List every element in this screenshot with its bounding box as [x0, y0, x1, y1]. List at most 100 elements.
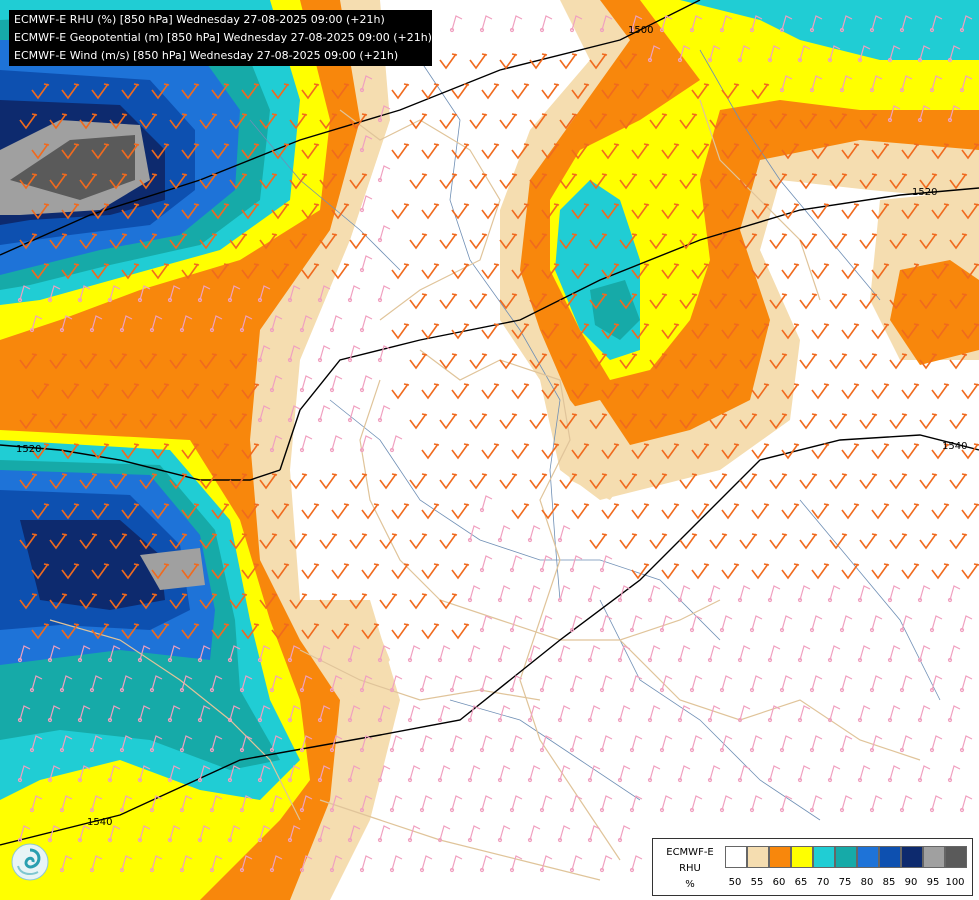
wind-barb-strong [589, 353, 608, 370]
wind-barb-station [317, 657, 323, 663]
wind-barb-weak [361, 135, 373, 151]
wind-barb-strong [91, 563, 110, 580]
wind-barb-strong [19, 473, 38, 490]
wind-barb-station [497, 537, 503, 543]
wind-barb-station [359, 267, 365, 273]
wind-barb-strong [871, 143, 890, 160]
wind-barb-strong [61, 563, 80, 580]
wind-barb-strong [361, 623, 380, 640]
wind-barb-station [107, 777, 113, 783]
wind-barb-strong [19, 413, 38, 430]
wind-barb-strong [469, 473, 488, 490]
wind-barb-strong [529, 173, 548, 190]
wind-barb-station [299, 447, 305, 453]
wind-barb-strong [859, 173, 878, 190]
wind-barb-strong [511, 443, 530, 460]
wind-barb-strong [229, 413, 248, 430]
wind-barb-weak [49, 705, 61, 721]
wind-barb-weak [601, 735, 613, 751]
wind-barb-strong [889, 413, 908, 430]
wind-barb-station [617, 837, 623, 843]
wind-barb-strong [571, 143, 590, 160]
wind-barb-strong [601, 143, 620, 160]
wind-barb-strong [91, 263, 110, 280]
wind-barb-weak [289, 405, 301, 421]
wind-barb-station [947, 117, 953, 123]
wind-barb-station [779, 87, 785, 93]
wind-barb-strong [931, 443, 950, 460]
wind-barb-strong [691, 83, 710, 100]
wind-barb-weak [229, 285, 241, 301]
wind-barb-station [179, 747, 185, 753]
legend-tick-label: 100 [945, 877, 965, 888]
wind-barb-strong [709, 413, 728, 430]
wind-barb-strong [781, 443, 800, 460]
wind-barb-weak [829, 765, 841, 781]
wind-barb-strong [541, 383, 560, 400]
wind-barb-weak [271, 435, 283, 451]
wind-barb-strong [559, 113, 578, 130]
wind-barb-weak [499, 525, 511, 541]
wind-barb-strong [649, 113, 668, 130]
wind-barb-strong [31, 623, 50, 640]
wind-barb-station [329, 387, 335, 393]
wind-barb-strong [721, 383, 740, 400]
wind-barb-station [827, 657, 833, 663]
wind-barb-weak [181, 735, 193, 751]
wind-barb-strong [481, 323, 500, 340]
wind-barb-station [317, 357, 323, 363]
wind-barb-weak [319, 285, 331, 301]
wind-barb-station [239, 747, 245, 753]
wind-barb-station [59, 747, 65, 753]
wind-barb-weak [751, 675, 763, 691]
wind-barb-strong [679, 293, 698, 310]
legend-swatch [769, 846, 791, 868]
wind-barb-station [17, 717, 23, 723]
wind-barb-weak [211, 675, 223, 691]
wind-barb-station [857, 597, 863, 603]
wind-barb-strong [91, 83, 110, 100]
wind-barb-strong [751, 143, 770, 160]
wind-barb-weak [529, 705, 541, 721]
wind-barb-strong [721, 323, 740, 340]
wind-barb-strong [709, 533, 728, 550]
wind-barb-strong [511, 143, 530, 160]
wind-barb-weak [781, 75, 793, 91]
wind-barb-strong [691, 443, 710, 460]
wind-barb-station [197, 297, 203, 303]
wind-barb-weak [559, 825, 571, 841]
wind-barb-weak [511, 855, 523, 871]
wind-barb-strong [871, 443, 890, 460]
wind-barb-weak [679, 705, 691, 721]
wind-barb-weak [859, 45, 871, 61]
wind-barb-station [869, 687, 875, 693]
wind-barb-station [227, 717, 233, 723]
wind-barb-station [449, 867, 455, 873]
wind-barb-weak [31, 735, 43, 751]
wind-barb-weak [391, 855, 403, 871]
wind-barb-station [317, 297, 323, 303]
wind-barb-strong [661, 83, 680, 100]
legend-tick-label: 55 [750, 877, 764, 888]
wind-barb-strong [469, 293, 488, 310]
wind-barb-station [47, 297, 53, 303]
wind-barb-weak [841, 15, 853, 31]
wind-barb-station [569, 807, 575, 813]
wind-barb-station [899, 627, 905, 633]
wind-barb-strong [619, 533, 638, 550]
wind-barb-strong [169, 173, 188, 190]
wind-barb-station [179, 867, 185, 873]
wind-barb-strong [91, 383, 110, 400]
wind-barb-weak [259, 345, 271, 361]
wind-barb-station [299, 807, 305, 813]
wind-barb-weak [739, 765, 751, 781]
wind-barb-strong [121, 623, 140, 640]
wind-barb-weak [229, 825, 241, 841]
wind-barb-station [47, 657, 53, 663]
wind-barb-strong [889, 173, 908, 190]
wind-barb-weak [511, 735, 523, 751]
wind-barb-weak [781, 675, 793, 691]
wind-barb-weak [949, 645, 961, 661]
wind-barb-strong [811, 443, 830, 460]
contour-label-layer: 1500 1520 1520 1540 1540 [16, 25, 967, 828]
